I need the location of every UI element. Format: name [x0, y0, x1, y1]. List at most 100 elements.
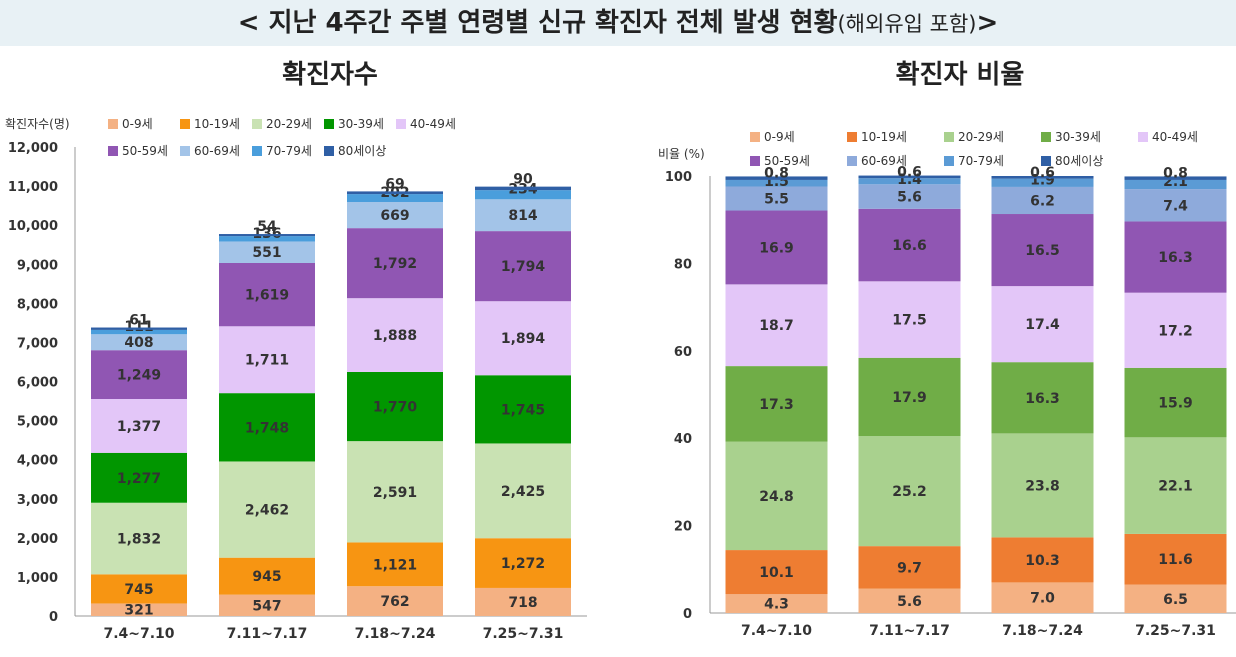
- count-legend-label-70-79: 70-79세: [266, 144, 312, 158]
- ratio-bar-80+-0: [725, 176, 828, 180]
- count-y-tick-label: 11,000: [8, 180, 58, 195]
- ratio-legend-swatch-30-39: [1041, 132, 1051, 142]
- count-bar-70-79-3: [475, 190, 571, 200]
- count-legend-label-20-29: 20-29세: [266, 117, 312, 131]
- ratio-legend-label-50-59: 50-59세: [764, 154, 810, 168]
- ratio-legend-label-40-49: 40-49세: [1152, 130, 1198, 144]
- ratio-bar-60-69-3: [1124, 189, 1227, 222]
- ratio-data-label-10-19-3: 11.6: [1158, 552, 1193, 568]
- count-bar-60-69-0: [91, 334, 187, 351]
- ratio-data-label-60-69-0: 5.5: [764, 192, 789, 208]
- ratio-legend-label-60-69: 60-69세: [861, 154, 907, 168]
- ratio-bar-80+-1: [858, 175, 961, 179]
- count-data-label-30-39-3: 1,745: [501, 402, 545, 418]
- ratio-y-tick-label: 0: [683, 607, 692, 622]
- ratio-x-tick-label: 7.11~7.17: [869, 623, 950, 639]
- ratio-bar-0-9-1: [858, 588, 961, 613]
- count-bar-0-9-3: [475, 587, 571, 616]
- ratio-y-axis-label: 비율 (%): [658, 147, 705, 161]
- ratio-data-label-60-69-3: 7.4: [1163, 198, 1188, 214]
- count-data-label-80+-0: 61: [129, 313, 148, 329]
- count-bar-30-39-0: [91, 452, 187, 503]
- count-data-label-70-79-0: 111: [124, 319, 153, 335]
- count-legend-label-30-39: 30-39세: [338, 117, 384, 131]
- count-x-tick-label: 7.4~7.10: [103, 626, 174, 642]
- count-bar-70-79-2: [347, 194, 443, 202]
- ratio-y-tick-label: 80: [674, 257, 692, 272]
- ratio-y-tick-label: 100: [665, 170, 692, 185]
- count-legend-label-0-9: 0-9세: [122, 117, 153, 131]
- count-x-tick-label: 7.18~7.24: [355, 626, 436, 642]
- ratio-bar-80+-2: [991, 176, 1094, 179]
- ratio-bar-50-59-2: [991, 214, 1094, 287]
- count-y-tick-label: 3,000: [17, 493, 58, 508]
- count-data-label-0-9-1: 547: [252, 598, 281, 614]
- ratio-chart-title: 확진자 비율: [895, 60, 1025, 90]
- ratio-bar-30-39-0: [725, 366, 828, 442]
- count-bar-50-59-1: [219, 262, 315, 327]
- ratio-y-tick-label: 20: [674, 520, 692, 535]
- banner-main-title: < 지난 4주간 주별 연령별 신규 확진자 전체 발생 현황: [237, 8, 838, 38]
- count-data-label-20-29-0: 1,832: [117, 532, 161, 548]
- count-bar-10-19-1: [219, 557, 315, 595]
- count-bar-50-59-2: [347, 228, 443, 299]
- count-bar-80+-0: [91, 327, 187, 330]
- count-data-label-50-59-2: 1,792: [373, 256, 417, 272]
- count-bar-70-79-0: [91, 329, 187, 335]
- ratio-bar-40-49-3: [1124, 292, 1227, 368]
- count-legend-label-10-19: 10-19세: [194, 117, 240, 131]
- count-bar-60-69-2: [347, 201, 443, 229]
- ratio-legend-label-10-19: 10-19세: [861, 130, 907, 144]
- count-data-label-0-9-2: 762: [380, 594, 409, 610]
- count-y-tick-label: 8,000: [17, 297, 58, 312]
- ratio-legend-label-80+: 80세이상: [1055, 154, 1103, 168]
- ratio-bar-20-29-3: [1124, 437, 1227, 534]
- count-y-tick-label: 1,000: [17, 571, 58, 586]
- ratio-data-label-80+-0: 0.8: [764, 165, 789, 181]
- count-bar-40-49-1: [219, 326, 315, 394]
- count-legend-swatch-30-39: [324, 119, 334, 129]
- count-y-tick-label: 0: [49, 610, 58, 625]
- count-legend-swatch-20-29: [252, 119, 262, 129]
- count-data-label-60-69-0: 408: [124, 335, 153, 351]
- count-bar-40-49-3: [475, 301, 571, 376]
- count-bar-70-79-1: [219, 236, 315, 242]
- banner-end: >: [976, 8, 999, 38]
- ratio-legend-swatch-70-79: [944, 156, 954, 166]
- ratio-data-label-0-9-3: 6.5: [1163, 592, 1188, 608]
- ratio-data-label-50-59-2: 16.5: [1025, 243, 1060, 259]
- ratio-data-label-60-69-2: 6.2: [1030, 193, 1055, 209]
- count-legend-swatch-70-79: [252, 146, 262, 156]
- page-banner: < 지난 4주간 주별 연령별 신규 확진자 전체 발생 현황(해외유입 포함)…: [0, 0, 1236, 46]
- ratio-bar-70-79-0: [725, 179, 828, 187]
- ratio-bar-10-19-2: [991, 537, 1094, 583]
- count-bar-10-19-2: [347, 542, 443, 587]
- ratio-x-tick-label: 7.25~7.31: [1135, 623, 1216, 639]
- count-bar-50-59-0: [91, 350, 187, 400]
- ratio-bar-40-49-0: [725, 284, 828, 367]
- count-data-label-60-69-2: 669: [380, 208, 409, 224]
- ratio-bar-10-19-3: [1124, 533, 1227, 585]
- count-legend-label-50-59: 50-59세: [122, 144, 168, 158]
- ratio-bar-0-9-3: [1124, 584, 1227, 613]
- ratio-bar-50-59-1: [858, 208, 961, 282]
- count-y-tick-label: 5,000: [17, 415, 58, 430]
- count-data-label-40-49-1: 1,711: [245, 353, 289, 369]
- ratio-legend-swatch-60-69: [847, 156, 857, 166]
- count-y-tick-label: 7,000: [17, 336, 58, 351]
- count-data-label-80+-2: 69: [385, 176, 404, 192]
- count-data-label-10-19-3: 1,272: [501, 556, 545, 572]
- count-bar-80+-2: [347, 191, 443, 195]
- ratio-y-tick-label: 40: [674, 432, 692, 447]
- ratio-bar-80+-3: [1124, 176, 1227, 180]
- count-data-label-60-69-1: 551: [252, 245, 281, 261]
- banner-subtitle: (해외유입 포함): [837, 12, 977, 36]
- ratio-bar-20-29-0: [725, 441, 828, 551]
- ratio-bar-30-39-2: [991, 362, 1094, 434]
- count-data-label-20-29-3: 2,425: [501, 484, 545, 500]
- ratio-y-tick-label: 60: [674, 345, 692, 360]
- count-bar-30-39-2: [347, 371, 443, 442]
- count-bar-0-9-2: [347, 586, 443, 616]
- ratio-data-label-30-39-3: 15.9: [1158, 396, 1193, 412]
- count-legend-swatch-80+: [324, 146, 334, 156]
